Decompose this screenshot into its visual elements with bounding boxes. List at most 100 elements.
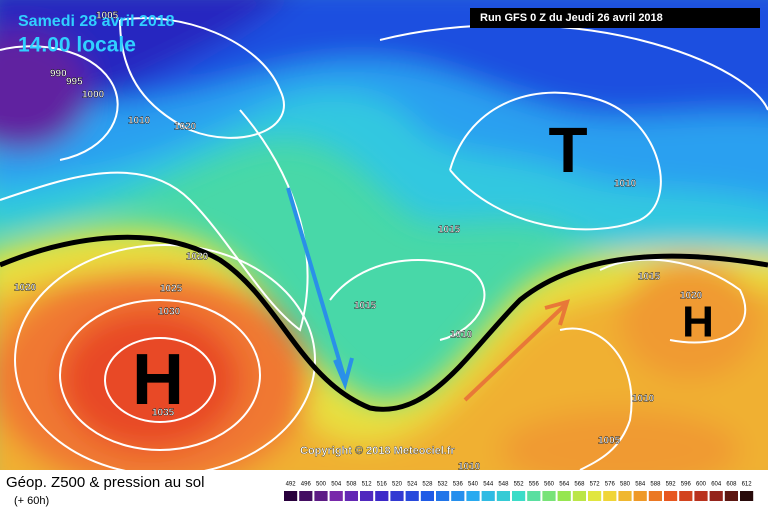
legend-label: 532	[438, 482, 449, 488]
legend-label: 584	[635, 482, 646, 488]
run-banner	[470, 8, 760, 28]
high-pressure-center: H	[132, 340, 184, 420]
legend-label: 576	[605, 482, 616, 488]
isobar-label: 1015	[638, 272, 661, 283]
legend-swatch	[740, 491, 754, 501]
geopotential-field: 1005 990 995 1000 1010 1020 1020 1020 10…	[0, 0, 768, 473]
legend-label: 536	[453, 482, 464, 488]
run-info: Run GFS 0 Z du Jeudi 26 avril 2018	[480, 12, 663, 24]
legend-label: 516	[377, 482, 388, 488]
isobar-label: 995	[66, 77, 83, 88]
isobar-label: 1000	[82, 90, 105, 101]
legend-label: 596	[681, 482, 692, 488]
legend-swatch	[344, 491, 358, 501]
legend-label: 492	[286, 482, 297, 488]
isobar-label: 990	[50, 69, 67, 80]
isobar-label: 1010	[632, 394, 655, 405]
legend-swatch	[451, 491, 465, 501]
legend-swatch	[466, 491, 480, 501]
legend-swatch	[694, 491, 708, 501]
legend-label: 504	[331, 482, 342, 488]
valid-date: Samedi 28 avril 2018	[18, 13, 175, 30]
isobar-label: 1020	[680, 291, 703, 302]
isobar-label: 1025	[160, 284, 183, 295]
legend-swatch	[360, 491, 374, 501]
legend-swatch	[633, 491, 647, 501]
flow-arrow	[286, 187, 347, 381]
legend-label: 572	[590, 482, 601, 488]
legend-label: 600	[696, 482, 707, 488]
legend-swatch	[557, 491, 571, 501]
legend-swatch	[588, 491, 602, 501]
legend-label: 580	[620, 482, 631, 488]
local-time: 14.00 locale	[18, 34, 136, 57]
legend-swatch	[284, 491, 298, 501]
legend-swatch	[390, 491, 404, 501]
legend-label: 500	[316, 482, 327, 488]
isobars	[0, 17, 768, 470]
color-legend: 492 496 500 504 508 512 516 520 524 528 532 536 540 5…	[284, 482, 754, 501]
legend-swatch	[648, 491, 662, 501]
legend-label: 608	[726, 482, 737, 488]
legend-swatch	[405, 491, 419, 501]
legend-label: 560	[544, 482, 555, 488]
isobar-label: 1020	[174, 122, 197, 133]
isobar-label: 1030	[158, 307, 181, 318]
legend-swatch	[481, 491, 495, 501]
legend-swatch	[679, 491, 693, 501]
legend-swatch	[420, 491, 434, 501]
footer-lead: (+ 60h)	[14, 495, 49, 507]
legend-label: 552	[514, 482, 525, 488]
legend-label: 612	[742, 482, 753, 488]
legend-swatch	[618, 491, 632, 501]
legend-swatch	[664, 491, 678, 501]
isobar-label: 1005	[96, 11, 119, 22]
legend-swatch	[436, 491, 450, 501]
legend-swatch	[527, 491, 541, 501]
copyright: Copyright © 2018 Meteociel.fr	[300, 445, 456, 457]
legend-label: 528	[422, 482, 433, 488]
isobar-label: 1010	[614, 179, 637, 190]
legend-swatch	[375, 491, 389, 501]
legend-swatch	[314, 491, 328, 501]
legend-swatch	[512, 491, 526, 501]
isobar-labels: 1005 990 995 1000 1010 1020 1020 1020 10…	[14, 10, 703, 473]
high-pressure-center: H	[682, 298, 714, 347]
legend-swatch	[299, 491, 313, 501]
isobar-label: 1035	[152, 408, 175, 419]
flow-arrow-head	[544, 299, 570, 326]
legend-label: 520	[392, 482, 403, 488]
isobar-label: 1020	[14, 283, 37, 294]
flow-arrow-head	[333, 357, 354, 391]
legend-label: 548	[498, 482, 509, 488]
isobar-label: 1010	[458, 462, 481, 473]
footer-title: Géop. Z500 & pression au sol	[6, 474, 204, 491]
flow-arrow	[463, 303, 567, 402]
legend-label: 512	[362, 482, 373, 488]
legend-swatch	[603, 491, 617, 501]
legend-label: 496	[301, 482, 312, 488]
legend-label: 524	[407, 482, 418, 488]
isobar-label: 1005	[598, 436, 621, 447]
legend-label: 556	[529, 482, 540, 488]
jet-axis	[0, 234, 768, 412]
legend-label: 568	[574, 482, 585, 488]
legend-swatch	[496, 491, 510, 501]
legend-label: 564	[559, 482, 570, 488]
legend-label: 508	[346, 482, 357, 488]
isobar-label: 1010	[450, 330, 473, 341]
legend-swatch	[572, 491, 586, 501]
legend-label: 540	[468, 482, 479, 488]
legend-swatch	[329, 491, 343, 501]
isobar-label: 1015	[438, 225, 461, 236]
low-pressure-center: T	[548, 114, 587, 186]
isobar-label: 1020	[186, 252, 209, 263]
legend-label: 588	[650, 482, 661, 488]
legend-label: 544	[483, 482, 494, 488]
legend-swatch	[709, 491, 723, 501]
isobar-label: 1010	[128, 116, 151, 127]
legend-label: 592	[666, 482, 677, 488]
isobar-label: 1015	[354, 301, 377, 312]
legend-label: 604	[711, 482, 722, 488]
